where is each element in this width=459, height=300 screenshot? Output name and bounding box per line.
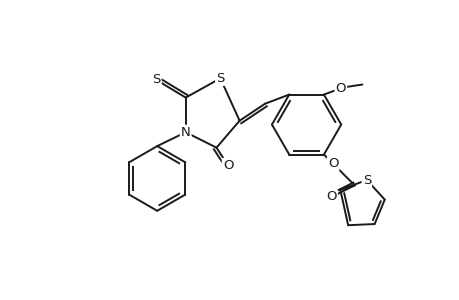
Text: N: N bbox=[180, 126, 190, 139]
Text: O: O bbox=[335, 82, 345, 95]
Text: S: S bbox=[152, 74, 160, 86]
Text: S: S bbox=[216, 72, 224, 85]
Text: O: O bbox=[222, 159, 233, 172]
Text: O: O bbox=[327, 157, 338, 170]
Text: O: O bbox=[325, 190, 336, 203]
Text: S: S bbox=[362, 174, 370, 187]
